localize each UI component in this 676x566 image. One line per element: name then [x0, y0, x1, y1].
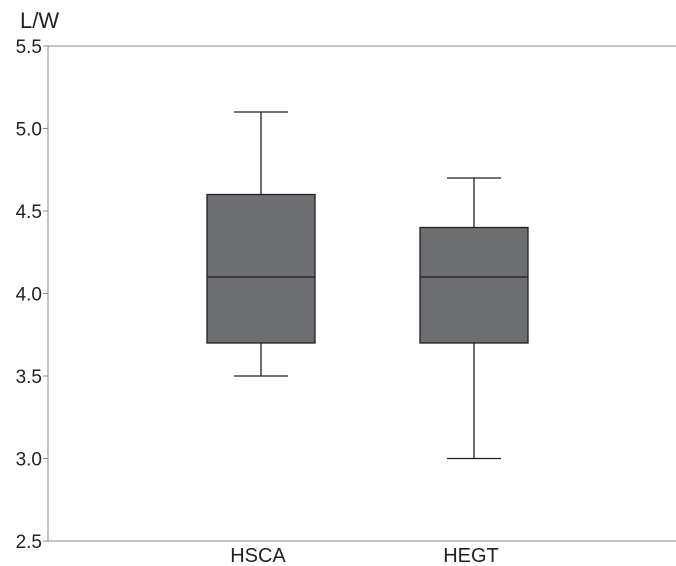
box-hsca: [206, 111, 316, 377]
x-category-label: HEGT: [443, 545, 499, 566]
y-tick-label: 5.0: [16, 120, 42, 141]
y-tick-label: 3.0: [16, 450, 42, 471]
plot-frame: [47, 45, 676, 542]
y-tick-label: 4.0: [16, 285, 42, 306]
x-category-label: HSCA: [230, 545, 286, 566]
y-axis-label: L/W: [20, 8, 59, 33]
iqr-box: [419, 226, 529, 344]
boxes-group: [206, 111, 529, 460]
iqr-box: [206, 193, 316, 344]
y-tick-label: 5.5: [16, 37, 42, 58]
y-tick-label: 3.5: [16, 367, 42, 388]
x-axis: HSCA HEGT: [230, 545, 499, 566]
y-tick-label: 4.5: [16, 202, 42, 223]
box-hegt: [419, 177, 529, 460]
y-tick-label: 2.5: [16, 532, 42, 553]
y-axis: 2.5 3.0 3.5 4.0 4.5 5.0 5.5: [16, 37, 48, 553]
